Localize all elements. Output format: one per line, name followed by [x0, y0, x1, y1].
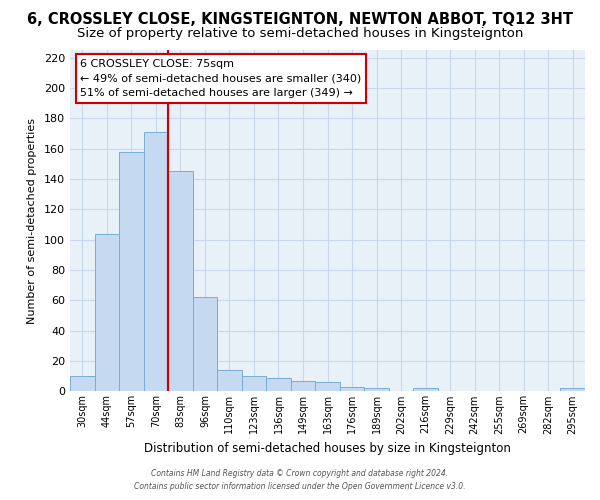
Text: 6 CROSSLEY CLOSE: 75sqm
← 49% of semi-detached houses are smaller (340)
51% of s: 6 CROSSLEY CLOSE: 75sqm ← 49% of semi-de… — [80, 58, 362, 98]
Bar — [242, 376, 266, 392]
Text: Size of property relative to semi-detached houses in Kingsteignton: Size of property relative to semi-detach… — [77, 28, 523, 40]
Text: 6, CROSSLEY CLOSE, KINGSTEIGNTON, NEWTON ABBOT, TQ12 3HT: 6, CROSSLEY CLOSE, KINGSTEIGNTON, NEWTON… — [27, 12, 573, 28]
Bar — [193, 298, 217, 392]
Bar — [168, 172, 193, 392]
Bar — [413, 388, 438, 392]
Bar — [364, 388, 389, 392]
Bar — [560, 388, 585, 392]
Bar — [119, 152, 143, 392]
Bar — [315, 382, 340, 392]
X-axis label: Distribution of semi-detached houses by size in Kingsteignton: Distribution of semi-detached houses by … — [144, 442, 511, 455]
Bar — [266, 378, 291, 392]
Bar — [95, 234, 119, 392]
Bar — [217, 370, 242, 392]
Y-axis label: Number of semi-detached properties: Number of semi-detached properties — [27, 118, 37, 324]
Bar — [143, 132, 168, 392]
Text: Contains HM Land Registry data © Crown copyright and database right 2024.
Contai: Contains HM Land Registry data © Crown c… — [134, 470, 466, 491]
Bar — [291, 381, 315, 392]
Bar — [70, 376, 95, 392]
Bar — [340, 387, 364, 392]
